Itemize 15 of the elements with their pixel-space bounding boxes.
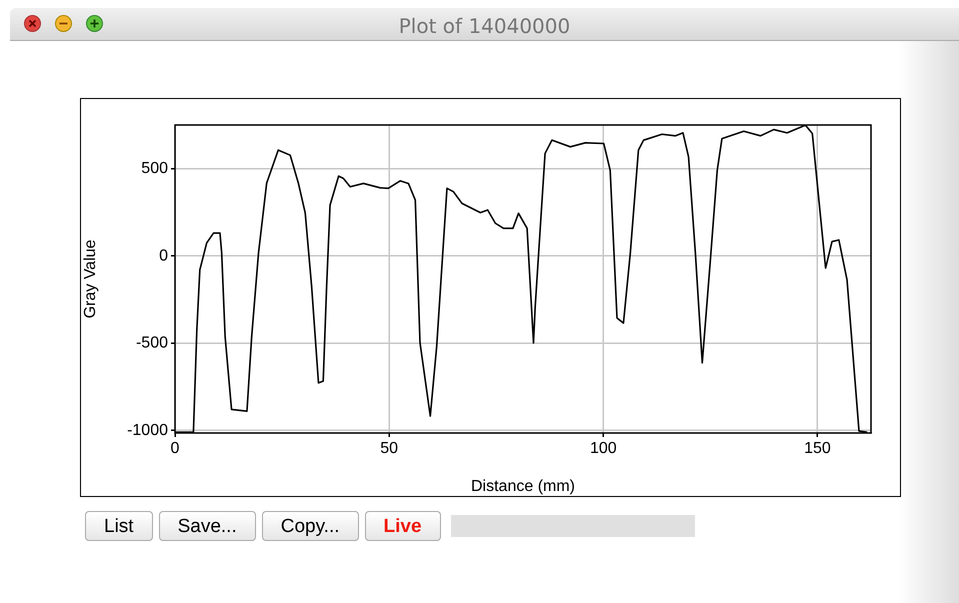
text: Live xyxy=(364,511,441,541)
x-tick-label: 0 xyxy=(170,440,180,458)
y-tick-label: -1000 xyxy=(127,422,168,439)
text: Save... xyxy=(158,511,256,541)
text: Copy... xyxy=(262,511,359,541)
text: List xyxy=(85,511,153,541)
x-tick-label: 100 xyxy=(590,440,617,458)
y-axis-title: Gray Value xyxy=(82,239,100,318)
x-tick-label: 150 xyxy=(804,440,831,458)
y-tick-label: -500 xyxy=(136,334,168,352)
x-axis-title: Distance (mm) xyxy=(470,478,576,495)
x-tick-label: 50 xyxy=(380,440,398,458)
y-tick-label: 500 xyxy=(141,160,168,178)
chart-title: Plot of 14040000 xyxy=(398,14,572,38)
y-tick-label: 0 xyxy=(159,247,168,264)
